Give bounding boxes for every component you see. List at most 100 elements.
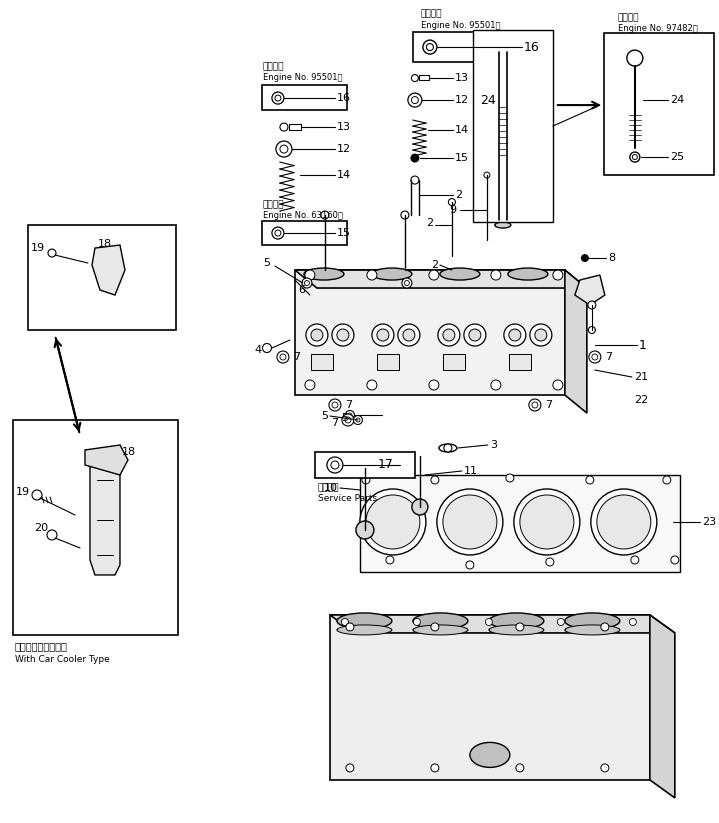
Text: 25: 25: [670, 152, 684, 162]
Circle shape: [601, 623, 609, 631]
Text: With Car Cooler Type: With Car Cooler Type: [15, 655, 110, 664]
Text: 20: 20: [34, 523, 48, 533]
Circle shape: [331, 461, 339, 469]
Circle shape: [429, 270, 439, 280]
Circle shape: [663, 476, 671, 484]
Circle shape: [520, 495, 574, 549]
Text: Engine No. 97482～: Engine No. 97482～: [618, 24, 697, 33]
Circle shape: [280, 354, 286, 360]
Text: 19: 19: [16, 487, 30, 497]
Polygon shape: [295, 270, 587, 288]
Circle shape: [631, 556, 639, 564]
Text: 21: 21: [634, 372, 648, 382]
Text: 22: 22: [634, 395, 648, 405]
Bar: [289, 124, 301, 130]
Text: 5: 5: [263, 258, 270, 268]
Circle shape: [356, 418, 360, 422]
Polygon shape: [330, 615, 650, 780]
Circle shape: [277, 351, 289, 363]
Text: 適用号機: 適用号機: [263, 63, 285, 72]
Polygon shape: [575, 275, 605, 305]
Circle shape: [329, 399, 341, 411]
Polygon shape: [295, 270, 565, 395]
Circle shape: [444, 444, 452, 452]
Text: 2: 2: [455, 190, 462, 200]
Circle shape: [411, 176, 419, 184]
Circle shape: [367, 380, 377, 390]
Polygon shape: [360, 475, 680, 572]
Text: 23: 23: [702, 517, 716, 527]
Circle shape: [509, 329, 521, 341]
Circle shape: [305, 270, 315, 280]
Circle shape: [401, 211, 409, 219]
Circle shape: [504, 324, 526, 346]
Bar: [443, 354, 465, 370]
Text: 8: 8: [608, 253, 615, 263]
Circle shape: [280, 145, 288, 153]
Polygon shape: [650, 615, 675, 798]
Circle shape: [321, 211, 329, 219]
Bar: [509, 354, 531, 370]
Ellipse shape: [565, 613, 620, 629]
Circle shape: [411, 154, 419, 163]
Text: 18: 18: [98, 239, 112, 249]
Circle shape: [411, 96, 418, 104]
Text: 14: 14: [337, 170, 351, 180]
Circle shape: [332, 324, 354, 346]
Circle shape: [630, 152, 640, 162]
Circle shape: [553, 270, 563, 280]
Ellipse shape: [337, 613, 392, 629]
Polygon shape: [330, 615, 675, 633]
Circle shape: [342, 618, 349, 625]
Circle shape: [671, 556, 679, 564]
Text: 7: 7: [345, 400, 352, 410]
Circle shape: [302, 278, 312, 288]
Text: 2: 2: [431, 260, 438, 270]
Polygon shape: [565, 270, 587, 413]
Ellipse shape: [489, 613, 544, 629]
Circle shape: [627, 50, 643, 66]
Circle shape: [327, 457, 343, 473]
Text: Service Parts: Service Parts: [318, 495, 377, 504]
Text: 18: 18: [122, 447, 136, 457]
Text: 7: 7: [605, 352, 612, 362]
Bar: [413, 32, 533, 62]
Circle shape: [423, 40, 437, 54]
Text: 3: 3: [490, 440, 497, 450]
Circle shape: [532, 402, 538, 408]
Bar: [377, 354, 399, 370]
Circle shape: [530, 324, 552, 346]
Circle shape: [581, 254, 589, 262]
Text: 16: 16: [337, 93, 351, 103]
Ellipse shape: [495, 222, 511, 228]
Circle shape: [516, 623, 524, 631]
Circle shape: [546, 558, 554, 566]
Circle shape: [592, 354, 597, 360]
Circle shape: [372, 324, 394, 346]
Text: 10: 10: [324, 483, 338, 493]
Text: 17: 17: [378, 458, 394, 472]
Circle shape: [586, 476, 594, 484]
Polygon shape: [85, 445, 128, 475]
Circle shape: [588, 327, 595, 333]
Circle shape: [272, 227, 284, 239]
Text: 補給専用: 補給専用: [318, 483, 339, 492]
Circle shape: [305, 380, 315, 390]
Bar: [28, 225, 176, 330]
Text: 14: 14: [455, 125, 469, 135]
Circle shape: [601, 764, 609, 772]
Circle shape: [275, 230, 281, 236]
Ellipse shape: [304, 268, 344, 280]
Circle shape: [629, 618, 636, 625]
Circle shape: [413, 618, 421, 625]
Circle shape: [348, 413, 352, 417]
Text: 24: 24: [670, 95, 684, 105]
Circle shape: [437, 489, 503, 555]
Circle shape: [354, 416, 362, 425]
Text: 12: 12: [337, 144, 351, 154]
Circle shape: [484, 172, 490, 178]
Text: 12: 12: [455, 95, 469, 105]
Text: 適用号機: 適用号機: [263, 201, 285, 210]
Text: 適用号機: 適用号機: [618, 14, 639, 22]
Text: 5: 5: [341, 413, 348, 423]
